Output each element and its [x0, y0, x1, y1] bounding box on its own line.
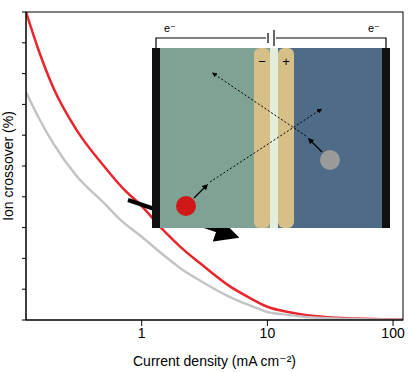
svg-text:e⁻: e⁻ — [368, 22, 380, 34]
svg-text:Ion crossover (%): Ion crossover (%) — [0, 111, 16, 221]
svg-text:Current density (mA cm⁻²): Current density (mA cm⁻²) — [133, 353, 296, 369]
svg-text:100: 100 — [381, 325, 405, 341]
svg-text:+: + — [282, 54, 290, 69]
svg-text:1: 1 — [138, 325, 146, 341]
svg-text:e⁻: e⁻ — [164, 22, 176, 34]
svg-text:−: − — [258, 54, 266, 69]
svg-text:10: 10 — [260, 325, 276, 341]
